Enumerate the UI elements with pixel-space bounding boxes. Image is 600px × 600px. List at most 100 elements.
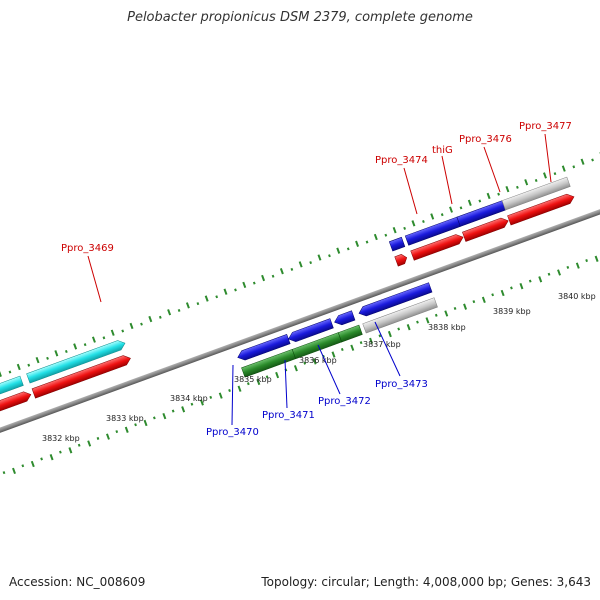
ruler-tick-minor [416,320,419,324]
ruler-tick-minor [234,288,237,292]
ruler-tick-major [242,281,247,289]
ruler-tick-minor [64,349,68,354]
ruler-tick-minor [27,363,31,367]
ruler-tick-minor [265,375,269,379]
leader-ppro-3473 [374,321,401,377]
ruler-tick-major [350,344,355,351]
ruler-tick-major [575,262,580,269]
gene-thig-red[interactable] [410,232,465,261]
ruler-tick-minor [553,172,557,176]
ruler-tick-major [298,261,303,268]
ruler-tick-minor [171,409,175,413]
ruler-tick-minor [585,259,588,263]
ruler-tick-minor [303,361,307,365]
leader-ppro-3477 [544,133,552,183]
ruler-tick-major [199,399,204,406]
topology-text: Topology: circular; Length: 4,008,000 bp… [261,575,591,589]
ruler-tick-major [124,426,129,433]
ruler-tick-major [223,288,228,295]
ruler-tick-major [481,296,486,304]
ruler-tick-major [110,329,115,336]
map-title: Pelobacter propionicus DSM 2379, complet… [127,10,473,25]
lower-ruler [2,255,599,475]
ruler-tick-major [0,370,2,377]
ruler-tick-major [218,392,223,399]
ruler-tick-major [538,276,543,283]
ruler-tick-major [406,324,411,331]
ruler-tick-major [557,269,561,276]
gene-label-ppro-3474: Ppro_3474 [375,155,428,166]
ruler-tick-minor [434,313,438,317]
ruler-tick-minor [8,370,12,374]
gene-cyan-left[interactable] [0,375,24,406]
ruler-tick-major [594,255,599,262]
ruler-tick-major [312,358,317,365]
ruler-tick-minor [252,281,256,285]
ruler-tick-minor [2,471,6,475]
ruler-tick-major [261,274,266,282]
ruler-tick-major [355,240,360,247]
ruler-tick-major [486,192,491,200]
ruler-tick-minor [21,464,25,468]
genome-backbone [0,202,600,440]
ruler-tick-minor [547,272,551,276]
ruler-tick-major [449,206,453,213]
gene-ppro-3469-red[interactable] [31,354,132,399]
kbp-label-3833: 3833 kbp [106,414,144,423]
ruler-tick-major [49,454,54,461]
gene-ppro-3474-red[interactable] [394,253,409,267]
ruler-tick-minor [478,199,482,203]
ruler-tick-minor [290,267,294,271]
gene-red-left[interactable] [0,390,33,421]
gene-label-ppro-3476: Ppro_3476 [459,134,512,145]
ruler-tick-major [519,283,524,290]
kbp-label-3834: 3834 kbp [170,394,208,403]
gene-ppro-3477-gray[interactable] [501,176,571,211]
leader-ppro-3471 [284,359,288,409]
ruler-tick-major [16,363,21,371]
ruler-tick-minor [340,347,344,352]
ruler-tick-minor [190,402,194,406]
ruler-tick-minor [591,158,594,162]
ruler-tick-major [91,336,96,343]
ruler-tick-minor [177,308,181,312]
upper-ruler [0,151,600,377]
ruler-tick-major [331,351,336,358]
ruler-tick-major [467,199,472,206]
ruler-tick-minor [309,261,313,265]
ruler-tick-minor [516,185,519,189]
gene-ppro-3476-red[interactable] [462,216,510,242]
kbp-label-3840: 3840 kbp [558,292,596,301]
ruler-tick-major [373,233,378,241]
ruler-tick-major [500,289,505,297]
gene-ppro-3477-red[interactable] [507,192,575,226]
ruler-tick-minor [228,389,231,393]
ruler-tick-major [106,433,110,440]
ruler-tick-major [369,337,374,345]
ruler-tick-minor [528,279,532,283]
gene-ppro-3472-green[interactable] [337,324,363,343]
ruler-tick-minor [472,300,476,304]
gene-ppro-3474-blue[interactable] [388,236,406,252]
ruler-tick-minor [246,382,250,386]
ruler-tick-minor [59,450,62,454]
ruler-tick-minor [491,293,495,297]
ruler-tick-minor [440,213,444,217]
gene-ppro-3471-blue[interactable] [287,318,334,344]
ruler-tick-major [505,185,510,193]
ruler-tick-minor [209,395,213,399]
gene-ppro-3472-blue[interactable] [333,310,356,327]
gene-label-ppro-3470: Ppro_3470 [206,427,259,438]
ruler-tick-major [392,226,397,234]
ruler-tick-major [387,330,392,338]
gene-ppro-3473-blue[interactable] [357,282,433,318]
ruler-tick-major [561,165,566,172]
gene-ppro-3473-gray[interactable] [362,297,438,334]
gene-ppro-3469-cyan[interactable] [26,338,127,384]
ruler-tick-major [293,365,298,372]
gene-label-ppro-3473: Ppro_3473 [375,379,428,390]
ruler-tick-minor [453,306,457,310]
gene-label-ppro-3477: Ppro_3477 [519,121,572,132]
leader-ppro-3476 [483,146,501,193]
